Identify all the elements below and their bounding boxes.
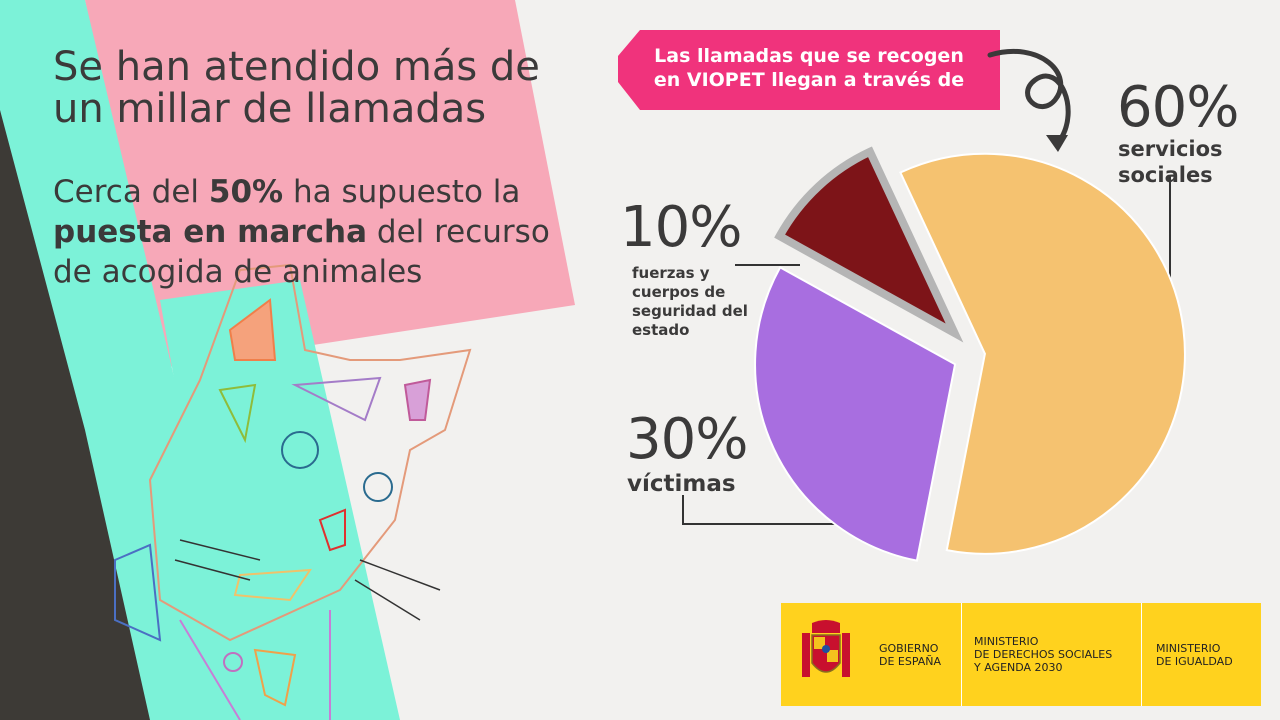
dark-band: [0, 110, 150, 720]
gobierno-label: Gobierno de España: [879, 641, 942, 668]
curved-arrow-icon: [987, 48, 1071, 143]
category-label-servicios-sociales: servicios sociales: [1118, 137, 1223, 187]
subline-part2: ha supuesto la: [283, 174, 521, 210]
leader-victimas: [682, 495, 870, 525]
subline-bold2: puesta en marcha: [53, 214, 368, 250]
banner-line1: Las llamadas que se recogen: [654, 45, 964, 67]
ministerio-derechos-label: Ministerio de Derechos Sociales y Agenda…: [961, 603, 1141, 706]
arrow-head-icon: [1046, 135, 1068, 152]
banner-line2: en VIOPET llegan a través de: [653, 69, 965, 91]
subline-part1: Cerca del: [53, 174, 209, 210]
government-footer: Gobierno de España Ministerio de Derecho…: [781, 603, 1261, 706]
pct-label-servicios-sociales: 60%: [1117, 75, 1239, 140]
banner-shape: [618, 30, 1000, 110]
pie-chart: [754, 146, 1186, 562]
pct-label-victimas: 30%: [626, 407, 748, 472]
pie-slice-1: [754, 265, 957, 562]
banner: Las llamadas que se recogen en VIOPET ll…: [640, 36, 978, 100]
pct-label-fuerzas: 10%: [620, 195, 742, 260]
category-label-fuerzas: fuerzas y cuerpos de seguridad del estad…: [632, 264, 748, 339]
pie-slice-0: [899, 152, 1186, 555]
pie-slice-2: [774, 146, 964, 343]
cat-illustration: [114, 263, 472, 720]
pink-band: [85, 0, 575, 368]
category-label-victimas: víctimas: [627, 471, 736, 497]
subline-bold1: 50%: [208, 174, 284, 210]
headline: Se han atendido más de un millar de llam…: [53, 44, 540, 132]
subline: Cerca del 50% ha supuesto la puesta en m…: [53, 172, 593, 292]
ministerio-igualdad-label: Ministerio de Igualdad: [1141, 603, 1261, 706]
coat-of-arms-icon: [781, 603, 871, 706]
subline-part3: del recurso de acogida de animales: [53, 214, 550, 290]
